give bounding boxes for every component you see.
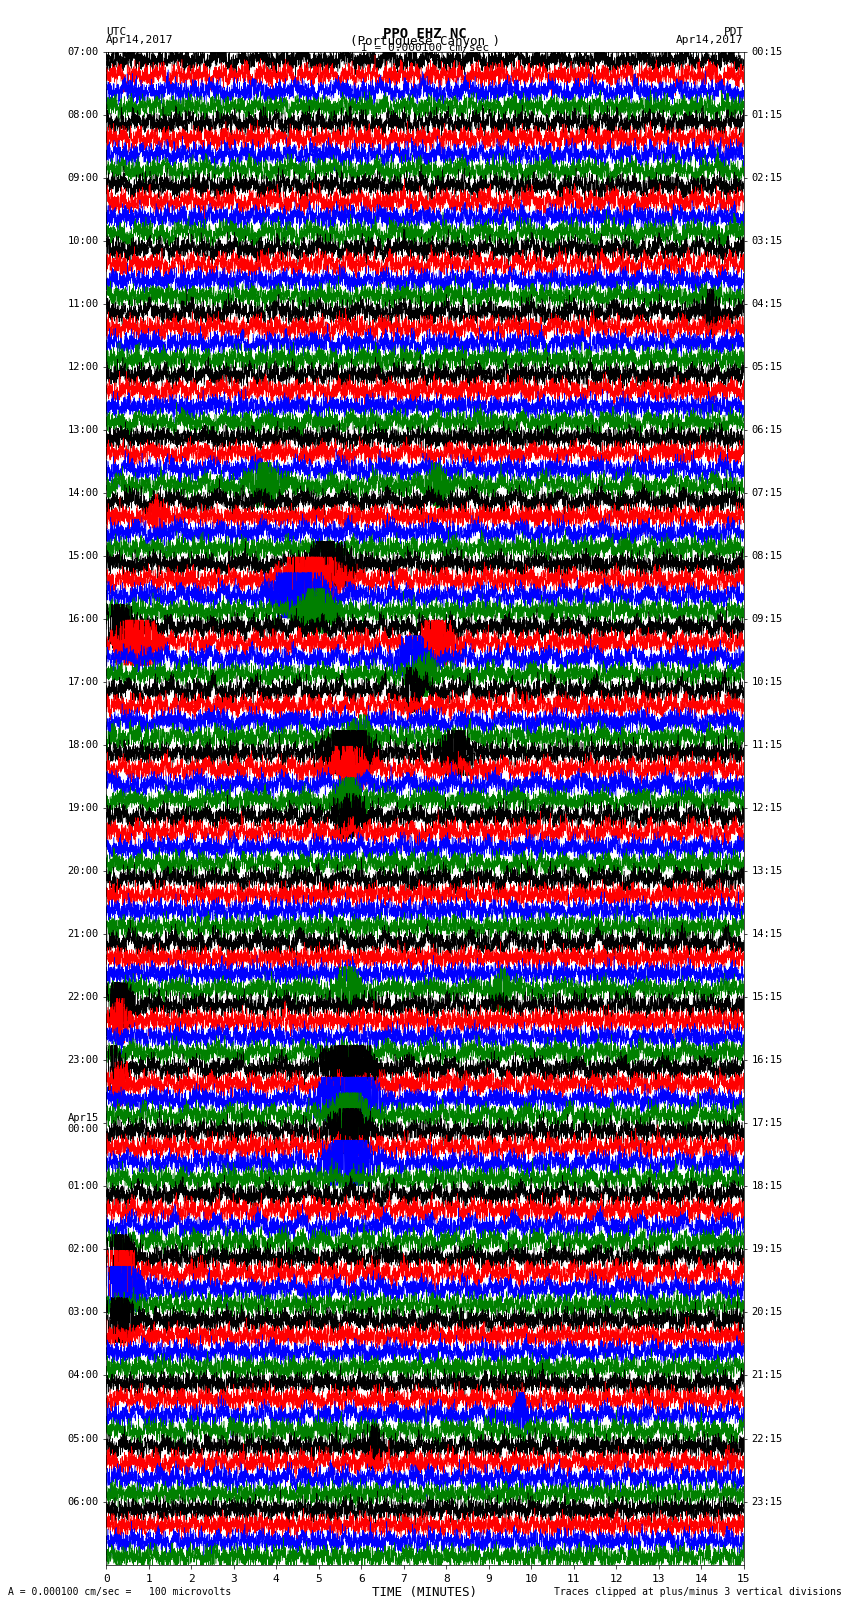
Text: UTC: UTC (106, 26, 127, 37)
Text: PDT: PDT (723, 26, 744, 37)
Text: Apr14,2017: Apr14,2017 (677, 35, 744, 45)
X-axis label: TIME (MINUTES): TIME (MINUTES) (372, 1587, 478, 1600)
Text: (Portuguese Canyon ): (Portuguese Canyon ) (350, 35, 500, 48)
Text: PPO EHZ NC: PPO EHZ NC (383, 26, 467, 40)
Text: Traces clipped at plus/minus 3 vertical divisions: Traces clipped at plus/minus 3 vertical … (553, 1587, 842, 1597)
Text: Apr14,2017: Apr14,2017 (106, 35, 173, 45)
Text: I = 0.000100 cm/sec: I = 0.000100 cm/sec (361, 44, 489, 53)
Text: A = 0.000100 cm/sec =   100 microvolts: A = 0.000100 cm/sec = 100 microvolts (8, 1587, 232, 1597)
